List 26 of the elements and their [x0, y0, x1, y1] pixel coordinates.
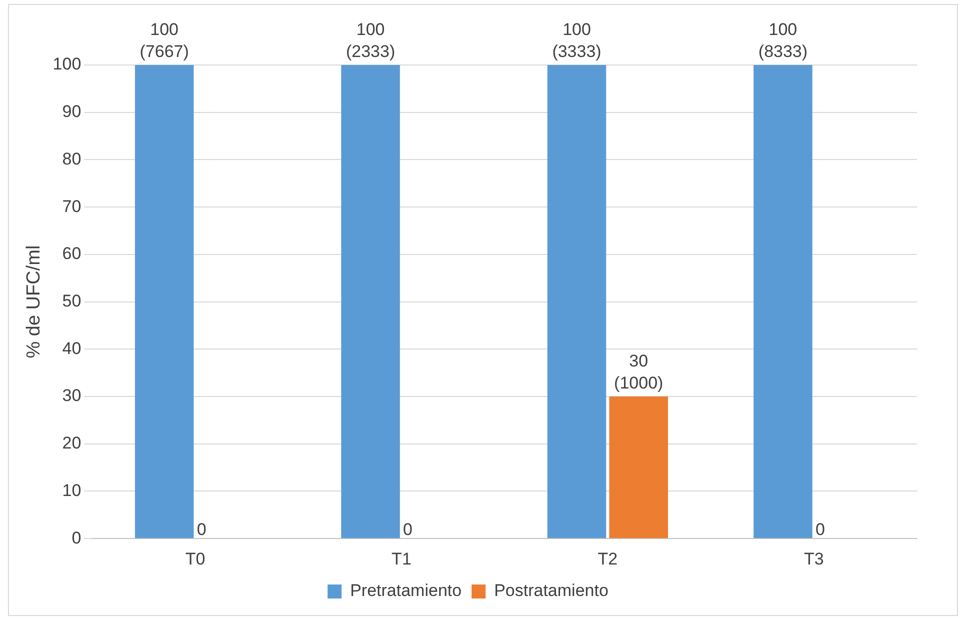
data-label: 100 (3333): [552, 20, 602, 62]
legend-label: Postratamiento: [494, 581, 608, 600]
y-tick-label: 70: [62, 196, 82, 216]
y-axis-title: % de UFC/ml: [24, 245, 45, 358]
x-tick-label: T0: [185, 549, 206, 568]
data-label: 100 (8333): [758, 20, 808, 62]
y-tick-label: 10: [62, 480, 82, 500]
y-tick-label: 0: [72, 528, 82, 548]
data-label: 100 (7667): [140, 20, 189, 62]
x-tick-label: T1: [392, 549, 412, 568]
data-label: 100 (2333): [346, 20, 396, 62]
y-tick-label: 80: [62, 149, 82, 168]
data-label: 0: [403, 520, 412, 539]
y-tick-label: 100: [52, 54, 82, 74]
legend-label: Pretratamiento: [350, 581, 462, 600]
data-label: 0: [196, 520, 206, 539]
data-label: 0: [815, 520, 825, 539]
y-tick-label: 30: [62, 386, 82, 406]
data-label: 30 (1000): [614, 352, 664, 393]
x-tick-label: T3: [804, 549, 824, 568]
x-tick-label: T2: [598, 549, 618, 568]
y-tick-label: 60: [62, 244, 82, 264]
y-tick-label: 90: [62, 102, 82, 122]
y-tick-label: 20: [62, 434, 82, 453]
y-tick-label: 50: [62, 291, 82, 310]
y-tick-label: 40: [62, 338, 82, 358]
